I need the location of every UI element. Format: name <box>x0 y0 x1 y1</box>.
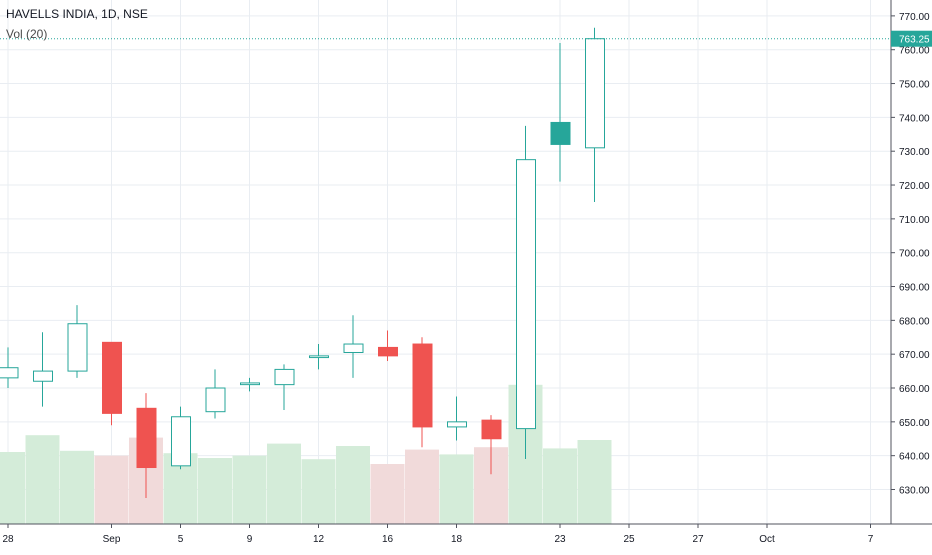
x-tick-label: 25 <box>623 534 635 545</box>
candle-body <box>516 159 536 430</box>
x-tick-label: Sep <box>103 534 121 545</box>
y-tick-label: 770.00 <box>899 12 930 23</box>
y-tick-label: 670.00 <box>899 350 930 361</box>
volume-bar <box>336 446 370 524</box>
candle-body <box>585 38 605 149</box>
candle-body <box>481 419 502 440</box>
candle-body <box>171 416 191 467</box>
y-tick-label: 760.00 <box>899 46 930 57</box>
x-tick-label: 18 <box>451 534 463 545</box>
volume-indicator-label[interactable]: Vol (20) <box>6 27 48 41</box>
x-tick-label: 23 <box>554 534 566 545</box>
candle-body <box>274 368 295 386</box>
chart-symbol-title: HAVELLS INDIA, 1D, NSE <box>6 7 148 21</box>
candle-body <box>33 370 53 382</box>
grid-layer <box>0 0 891 524</box>
volume-bar <box>370 464 405 524</box>
x-tick-label: 7 <box>868 534 874 545</box>
x-tick-label: 12 <box>313 534 325 545</box>
candle-body <box>447 421 467 428</box>
last-price-tag: 763.25 <box>891 30 932 47</box>
x-tick-label: 27 <box>692 534 704 545</box>
candle-body <box>343 343 364 353</box>
y-tick-label: 690.00 <box>899 283 930 294</box>
y-tick-label: 720.00 <box>899 181 930 192</box>
volume-bar <box>301 459 336 524</box>
x-tick-label: 9 <box>247 534 253 545</box>
x-tick-label: Oct <box>759 534 775 545</box>
x-tick-label: 16 <box>382 534 394 545</box>
candle-body <box>378 346 398 357</box>
x-tick-label: 28 <box>2 534 14 545</box>
candle-body <box>205 387 226 413</box>
y-tick-label: 660.00 <box>899 384 930 395</box>
y-tick-label: 700.00 <box>899 249 930 260</box>
last-price-tag-bg <box>891 30 932 47</box>
candle-body <box>0 367 19 379</box>
volume-bar <box>60 450 94 524</box>
y-tick-label: 740.00 <box>899 113 930 124</box>
volume-bar <box>25 435 60 524</box>
candle-body <box>412 343 433 428</box>
volume-bar <box>543 448 577 524</box>
y-tick-label: 710.00 <box>899 215 930 226</box>
y-tick-label: 680.00 <box>899 316 930 327</box>
volume-bar <box>405 449 439 524</box>
y-tick-label: 640.00 <box>899 452 930 463</box>
y-tick-label: 650.00 <box>899 418 930 429</box>
candles <box>0 27 605 498</box>
y-tick-label: 630.00 <box>899 486 930 497</box>
last-price-label: 763.25 <box>899 35 930 46</box>
candle-body <box>240 382 260 386</box>
y-tick-label: 730.00 <box>899 147 930 158</box>
volume-bar <box>439 454 474 524</box>
volume-bar <box>232 455 267 524</box>
volume-bar <box>198 458 232 524</box>
candle-body <box>102 341 122 414</box>
candle-body <box>550 121 571 145</box>
volume-bar <box>267 443 301 524</box>
candle-body <box>136 407 157 469</box>
volume-bar <box>0 452 25 524</box>
y-tick-label: 750.00 <box>899 80 930 91</box>
volume-bar <box>577 440 612 524</box>
x-tick-label: 5 <box>178 534 184 545</box>
candle-body <box>67 323 88 372</box>
volume-bar <box>94 455 129 524</box>
candle-body <box>309 355 329 359</box>
